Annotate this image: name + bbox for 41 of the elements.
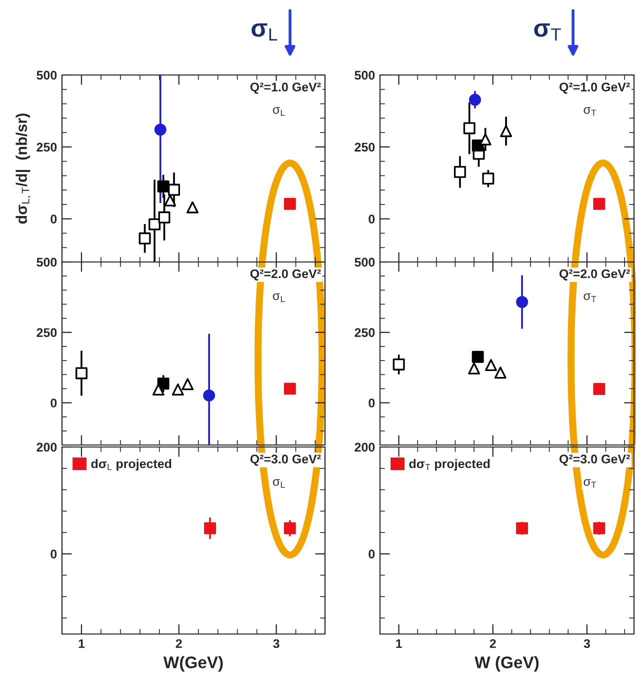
y-axis-title: dσ$_{L,T}$/d| (nb/sr) (16, 114, 31, 224)
legend-label: dσ$_{T}$ projected (409, 459, 490, 471)
y-tick-label: 250 (36, 142, 57, 152)
legend-label: dσ$_{L}$ projected (91, 459, 172, 471)
annotation: σ$_{T}$ (584, 107, 596, 116)
y-tick-label: 0 (368, 550, 375, 559)
x-tick-label: 3 (584, 639, 590, 648)
annotation: σ$_{T}$ (584, 293, 596, 302)
x-tick-label: 2 (490, 639, 496, 648)
annotation: σ$_{L}$ (272, 479, 285, 488)
y-tick-label: 200 (36, 442, 57, 452)
annotation: σ$_{L}$ (272, 107, 285, 116)
x-tick-label: 3 (273, 639, 280, 648)
y-tick-label: 250 (354, 142, 375, 152)
y-tick-label: 0 (50, 550, 57, 559)
annotation: Q²=2.0 GeV² (250, 269, 321, 280)
y-tick-label: 250 (354, 328, 375, 338)
annotation: Q²=3.0 GeV² (559, 454, 630, 466)
y-tick-label: 500 (36, 258, 57, 267)
x-axis-title: W (GeV) (474, 656, 539, 672)
y-tick-label: 500 (354, 70, 375, 80)
x-tick-label: 1 (78, 639, 85, 648)
y-tick-label: 0 (368, 214, 375, 224)
chart-title: σ$_{T}$ (534, 23, 561, 41)
y-tick-label: 0 (50, 214, 57, 224)
y-tick-label: 500 (36, 70, 57, 80)
x-tick-label: 1 (396, 639, 402, 648)
y-tick-label: 0 (368, 398, 375, 408)
annotation: σ$_{L}$ (272, 293, 285, 302)
annotation: Q²=3.0 GeV² (250, 454, 321, 466)
x-axis-title: W(GeV) (163, 656, 223, 672)
annotation: Q²=2.0 GeV² (559, 269, 630, 280)
y-tick-label: 500 (354, 258, 375, 267)
y-tick-label: 200 (354, 442, 375, 452)
annotation: Q²=1.0 GeV² (250, 82, 321, 94)
y-tick-label: 250 (36, 328, 57, 338)
y-tick-label: 0 (50, 398, 57, 408)
annotation: Q²=1.0 GeV² (559, 82, 630, 94)
chart-title: σ$_{L}$ (252, 23, 278, 41)
x-tick-label: 2 (176, 639, 182, 648)
annotation: σ$_{T}$ (584, 479, 596, 488)
